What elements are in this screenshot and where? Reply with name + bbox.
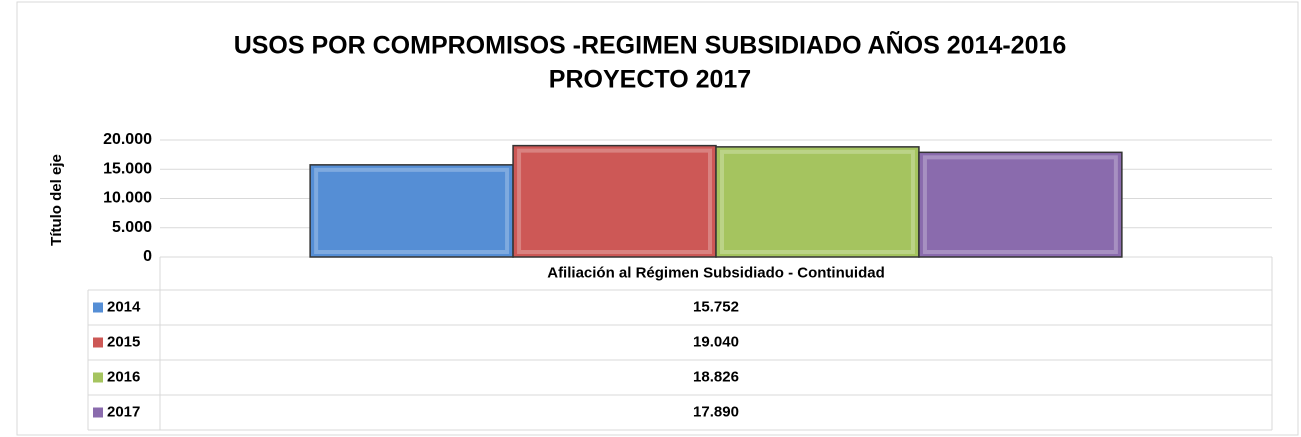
bar-bevel bbox=[720, 149, 915, 255]
bar bbox=[512, 144, 717, 258]
bar bbox=[715, 146, 920, 258]
legend-key bbox=[93, 372, 103, 383]
bar-bevel bbox=[314, 167, 510, 254]
legend-key bbox=[93, 337, 103, 348]
table-value: 15.752 bbox=[693, 298, 739, 315]
table-value: 18.826 bbox=[693, 368, 739, 385]
legend-label: 2016 bbox=[107, 368, 140, 385]
bar bbox=[309, 164, 514, 258]
table-header: Afiliación al Régimen Subsidiado - Conti… bbox=[547, 264, 885, 281]
bar-bevel bbox=[517, 148, 712, 254]
table-value: 17.890 bbox=[693, 403, 739, 420]
bar-bevel bbox=[922, 155, 1118, 255]
y-tick-label: 20.000 bbox=[103, 131, 152, 148]
y-tick-label: 5.000 bbox=[112, 219, 152, 236]
table-value: 19.040 bbox=[693, 333, 739, 350]
y-tick-label: 15.000 bbox=[103, 160, 152, 177]
y-tick-label: 10.000 bbox=[103, 190, 152, 207]
chart-title: PROYECTO 2017 bbox=[549, 66, 751, 94]
chart-title: USOS POR COMPROMISOS -REGIMEN SUBSIDIADO… bbox=[234, 30, 1067, 60]
legend-label: 2014 bbox=[107, 298, 141, 315]
legend-key bbox=[93, 407, 103, 418]
y-tick-label: 0 bbox=[143, 248, 152, 265]
legend-label: 2017 bbox=[107, 403, 140, 420]
legend-key bbox=[93, 302, 103, 313]
bar bbox=[918, 151, 1123, 258]
y-axis-title: Título del eje bbox=[48, 154, 65, 246]
legend-label: 2015 bbox=[107, 333, 140, 350]
